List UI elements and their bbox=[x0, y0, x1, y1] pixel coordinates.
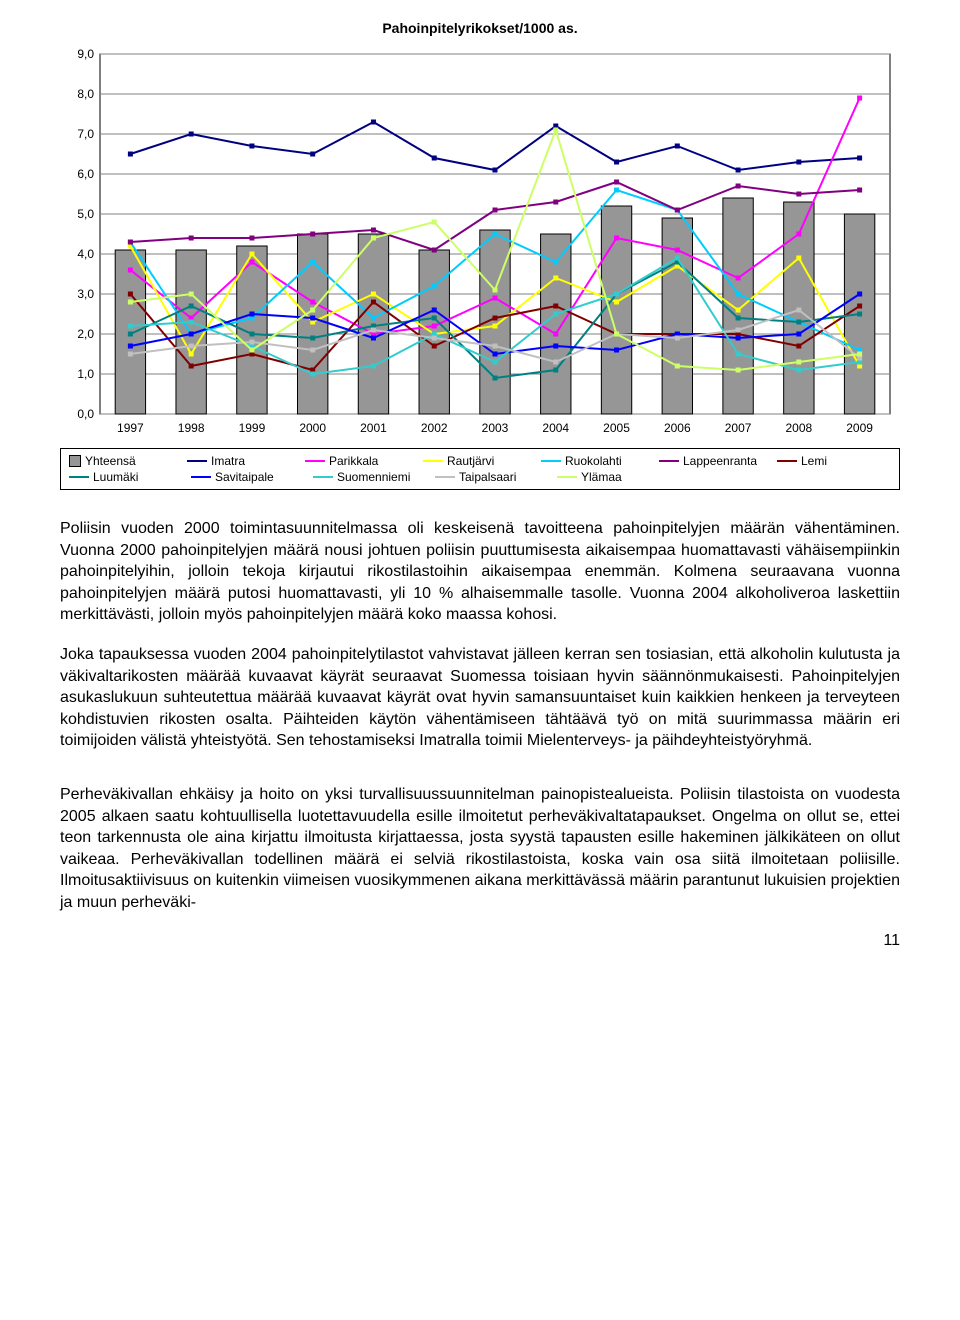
svg-text:1,0: 1,0 bbox=[77, 367, 94, 381]
legend-item: Yhteensä bbox=[67, 453, 185, 469]
legend-label: Taipalsaari bbox=[459, 470, 516, 484]
legend-swatch bbox=[305, 460, 325, 462]
legend-label: Parikkala bbox=[329, 454, 378, 468]
chart-container: 0,0 1,0 2,0 3,0 4,0 5,0 6,0 7,0 8,0 9,0 1997 1998 19… bbox=[60, 44, 900, 490]
legend-swatch bbox=[69, 476, 89, 478]
legend-swatch bbox=[191, 476, 211, 478]
legend-swatch bbox=[541, 460, 561, 462]
svg-text:2006: 2006 bbox=[664, 421, 691, 435]
svg-text:2000: 2000 bbox=[299, 421, 326, 435]
svg-text:9,0: 9,0 bbox=[77, 47, 94, 61]
legend-swatch bbox=[69, 455, 81, 467]
svg-text:2005: 2005 bbox=[603, 421, 630, 435]
svg-text:2,0: 2,0 bbox=[77, 327, 94, 341]
legend-item: Imatra bbox=[185, 453, 303, 469]
page-number: 11 bbox=[60, 932, 900, 950]
legend-swatch bbox=[423, 460, 443, 462]
legend-label: Rautjärvi bbox=[447, 454, 494, 468]
chart-legend: Yhteensä Imatra Parikkala Rautjärvi Ruokolah… bbox=[60, 448, 900, 490]
legend-label: Ruokolahti bbox=[565, 454, 622, 468]
legend-swatch bbox=[435, 476, 455, 478]
svg-text:1999: 1999 bbox=[239, 421, 266, 435]
legend-label: Luumäki bbox=[93, 470, 138, 484]
svg-text:2004: 2004 bbox=[542, 421, 569, 435]
legend-item: Rautjärvi bbox=[421, 453, 539, 469]
legend-item: Lemi bbox=[775, 453, 893, 469]
legend-label: Savitaipale bbox=[215, 470, 274, 484]
legend-label: Lappeenranta bbox=[683, 454, 757, 468]
legend-item: Luumäki bbox=[67, 469, 189, 485]
body-text: Poliisin vuoden 2000 toimintasuunnitelma… bbox=[60, 518, 900, 914]
legend-swatch bbox=[777, 460, 797, 462]
legend-item: Parikkala bbox=[303, 453, 421, 469]
svg-text:1998: 1998 bbox=[178, 421, 205, 435]
svg-text:2009: 2009 bbox=[846, 421, 873, 435]
paragraph-2: Joka tapauksessa vuoden 2004 pahoinpitel… bbox=[60, 644, 900, 752]
legend-row: Yhteensä Imatra Parikkala Rautjärvi Ruokolah… bbox=[67, 453, 893, 469]
paragraph-1: Poliisin vuoden 2000 toimintasuunnitelma… bbox=[60, 518, 900, 626]
legend-swatch bbox=[313, 476, 333, 478]
legend-label: Suomenniemi bbox=[337, 470, 410, 484]
svg-text:0,0: 0,0 bbox=[77, 407, 94, 421]
svg-text:2001: 2001 bbox=[360, 421, 387, 435]
legend-item: Taipalsaari bbox=[433, 469, 555, 485]
svg-text:2007: 2007 bbox=[725, 421, 752, 435]
paragraph-3: Perheväkivallan ehkäisy ja hoito on yksi… bbox=[60, 784, 900, 914]
legend-swatch bbox=[557, 476, 577, 478]
legend-item: Suomenniemi bbox=[311, 469, 433, 485]
legend-item: Savitaipale bbox=[189, 469, 311, 485]
svg-text:6,0: 6,0 bbox=[77, 167, 94, 181]
legend-label: Imatra bbox=[211, 454, 245, 468]
svg-text:2008: 2008 bbox=[785, 421, 812, 435]
svg-text:3,0: 3,0 bbox=[77, 287, 94, 301]
legend-row: Luumäki Savitaipale Suomenniemi Taipalsaari… bbox=[67, 469, 893, 485]
svg-text:7,0: 7,0 bbox=[77, 127, 94, 141]
svg-text:4,0: 4,0 bbox=[77, 247, 94, 261]
chart-title: Pahoinpitelyrikokset/1000 as. bbox=[60, 20, 900, 36]
legend-label: Lemi bbox=[801, 454, 827, 468]
legend-swatch bbox=[187, 460, 207, 462]
legend-item: Lappeenranta bbox=[657, 453, 775, 469]
svg-text:8,0: 8,0 bbox=[77, 87, 94, 101]
chart-svg: 0,0 1,0 2,0 3,0 4,0 5,0 6,0 7,0 8,0 9,0 1997 1998 19… bbox=[60, 44, 900, 444]
svg-text:2003: 2003 bbox=[482, 421, 509, 435]
document-page: Pahoinpitelyrikokset/1000 as. 0,0 1,0 2,0 3… bbox=[0, 0, 960, 970]
legend-item: Ruokolahti bbox=[539, 453, 657, 469]
svg-text:1997: 1997 bbox=[117, 421, 144, 435]
svg-text:5,0: 5,0 bbox=[77, 207, 94, 221]
legend-label: Yhteensä bbox=[85, 454, 136, 468]
legend-swatch bbox=[659, 460, 679, 462]
legend-label: Ylämaa bbox=[581, 470, 622, 484]
svg-text:2002: 2002 bbox=[421, 421, 448, 435]
legend-item: Ylämaa bbox=[555, 469, 677, 485]
